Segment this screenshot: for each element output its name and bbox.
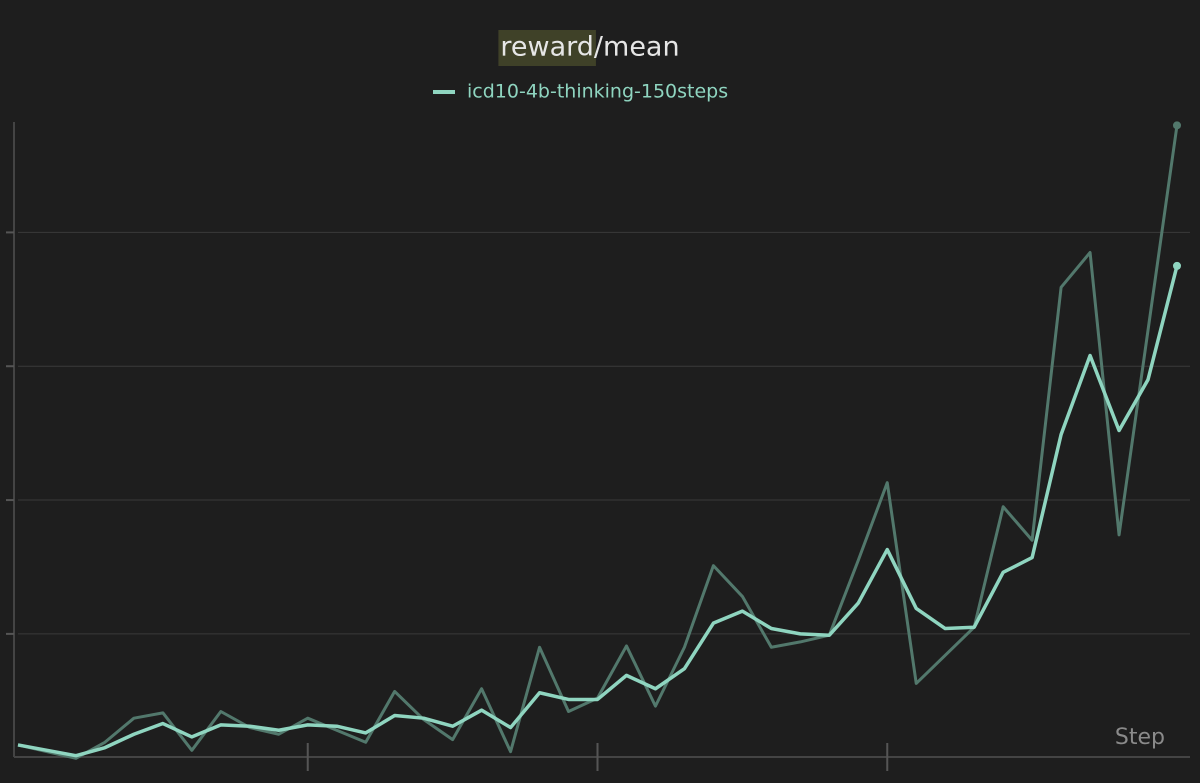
legend-label: icd10-4b-thinking-150steps: [467, 81, 728, 103]
x-axis-label: Step: [1115, 725, 1165, 750]
title-highlight: [498, 30, 596, 66]
smoothed-line: [17, 265, 1179, 758]
smoothed-line-end-dot: [1173, 261, 1181, 270]
raw-line-end-dot: [1173, 121, 1181, 130]
chart-title: reward/mean: [500, 32, 679, 63]
